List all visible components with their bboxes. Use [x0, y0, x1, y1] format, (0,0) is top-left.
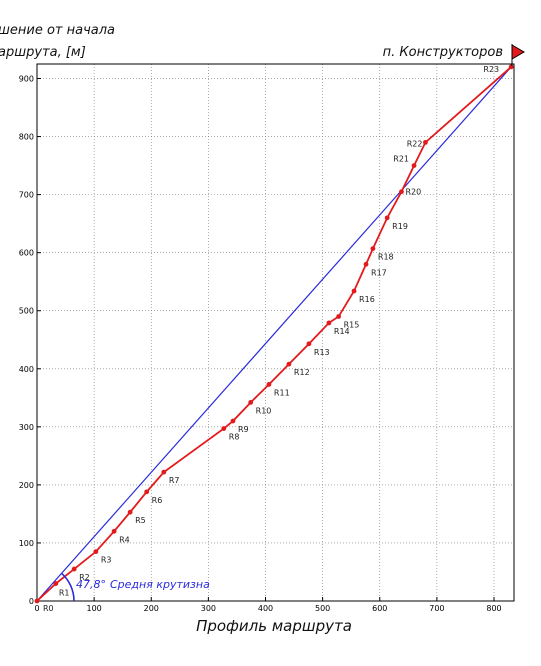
slope-angle-label: Средня крутизна [110, 578, 210, 591]
route-point-label: R10 [256, 406, 272, 415]
x-tick-label: 100 [86, 604, 101, 613]
route-point-label: R20 [405, 188, 421, 197]
route-point-label: R7 [169, 476, 180, 485]
route-point-label: R0 [43, 604, 54, 613]
slope-angle-value: 47,8° [76, 578, 106, 591]
axis-ticks: 0 100 200 300 400 500 600 700 800 0 100 200 300 400 50… [19, 75, 502, 613]
route-point-label: R9 [238, 425, 249, 434]
route-point-label: R8 [229, 433, 240, 442]
y-tick-label: 900 [19, 75, 34, 84]
slope-angle-arc [61, 572, 75, 602]
route-point [111, 528, 117, 534]
y-tick-label: 100 [19, 539, 34, 548]
route-point-label: R21 [393, 155, 409, 164]
x-tick-label: 200 [144, 604, 159, 613]
route-point-label: R2 [79, 573, 90, 582]
route-point-label: R23 [483, 65, 499, 74]
y-tick-label: 800 [19, 133, 34, 142]
x-tick-label: 600 [372, 604, 387, 613]
route-point [326, 320, 332, 326]
route-point [411, 163, 417, 168]
route-point [508, 64, 514, 70]
route-point [230, 418, 236, 424]
y-tick-label: 700 [19, 191, 34, 200]
route-point [384, 215, 390, 221]
y-axis-title-line1: шение от начала [0, 23, 115, 38]
average-slope-line [36, 66, 512, 602]
route-point [161, 469, 167, 475]
route-point [144, 489, 150, 495]
route-point [351, 288, 357, 294]
destination-flag-icon [511, 44, 525, 60]
route-point [370, 246, 376, 252]
route-point [306, 341, 312, 347]
route-point [53, 581, 59, 586]
route-point-label: R3 [101, 556, 112, 565]
route-point-label: R19 [392, 222, 408, 231]
route-point [363, 261, 369, 267]
destination-label: п. Конструкторов [383, 45, 503, 60]
x-tick-label: 700 [429, 604, 444, 613]
route-point-label: R17 [371, 268, 387, 277]
route-point [336, 314, 342, 319]
y-tick-label: 400 [19, 365, 34, 374]
y-tick-label: 0 [29, 597, 34, 606]
route-point [423, 139, 428, 145]
route-point-label: R14 [334, 327, 350, 336]
x-tick-label: 800 [486, 604, 501, 613]
y-tick-label: 500 [19, 307, 34, 316]
route-point [286, 361, 292, 367]
route-point [248, 400, 254, 405]
route-point-label: R16 [359, 295, 375, 304]
route-point-label: R13 [314, 348, 330, 357]
route-point [266, 382, 272, 387]
route-point [93, 549, 99, 555]
y-tick-label: 300 [19, 423, 34, 432]
route-line [36, 66, 512, 602]
x-tick-label: 500 [315, 604, 330, 613]
route-point [221, 426, 227, 431]
route-point-label: R15 [344, 321, 360, 330]
x-axis-title: Профиль маршрута [196, 617, 352, 635]
route-point [71, 566, 77, 572]
y-tick-label: 200 [19, 481, 34, 490]
grid [37, 64, 514, 601]
route-point-label: R4 [119, 535, 130, 544]
y-axis-title-line2: аршрута, [м] [0, 45, 86, 60]
x-tick-label: 400 [258, 604, 273, 613]
route-point-label: R5 [135, 516, 146, 525]
route-point [399, 189, 404, 195]
y-tick-label: 600 [19, 249, 34, 258]
x-tick-label: 300 [201, 604, 216, 613]
route-point-label: R18 [378, 253, 394, 262]
x-tick-label: 0 [34, 604, 39, 613]
route-point-label: R6 [152, 496, 163, 505]
route-point [127, 509, 133, 515]
route-point-label: R11 [274, 388, 290, 397]
route-point-label: R12 [294, 368, 310, 377]
route-point-label: R22 [407, 139, 423, 148]
plot-frame [36, 63, 515, 602]
route-point-label: R1 [59, 589, 70, 598]
route-point [34, 598, 40, 604]
